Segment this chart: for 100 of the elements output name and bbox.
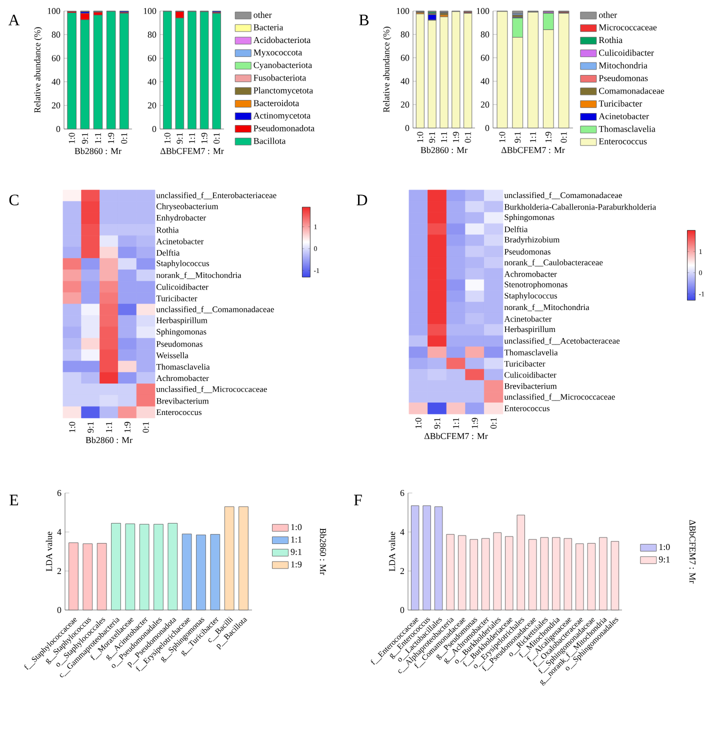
y-tick-label: unclassified_f__Comamonadaceae [504,192,622,200]
y-tick-label: 0 [56,126,60,132]
y-tick-label: Acinetobacter [504,316,552,322]
y-tick-label: 0 [152,126,156,132]
y-tick-label: Sphingomonas [504,214,554,222]
x-tick-label: 1:0 [417,132,424,142]
y-tick-label: Bradyrhizobium [504,236,560,244]
y-tick-label: Herbaspirillum [156,317,208,325]
y-tick-label: Thomasclavelia [504,349,558,356]
y-tick-label: norank_f__Mitochondria [504,304,590,312]
legend-label: Thomasclavelia [598,126,656,132]
y-tick-label: Pseudomonas [504,248,550,255]
y-tick-label: Staphylococcus [504,292,558,300]
x-tick-label: 9:1 [82,133,88,144]
x-tick-label: 1:0 [499,132,506,142]
y-tick-label: Enhydrobacter [156,214,206,222]
y-tick-label: Achromobacter [504,271,557,277]
chart-title: B [359,14,369,26]
y-tick-label: 100 [476,8,490,14]
y-tick-label: Staphylococcus [156,260,210,268]
y-tick-label: unclassified_f__Enterobacteriaceae [156,192,276,200]
legend-label: Acinetobacter [598,112,649,120]
chart-title: E [10,494,18,506]
x-axis-title: ΔBbCFEM7 : Mr [424,432,488,440]
x-tick-label: 1:1 [106,422,112,432]
y-tick-label: 40 [480,78,490,84]
y-tick-label: 4 [57,529,62,535]
x-tick-label: 1:1 [188,133,196,144]
y-tick-label: 6 [57,490,62,496]
y-tick-label: 0 [57,606,62,614]
y-tick-label: unclassified_f__Comamonadaceae [156,306,274,314]
y-tick-label: 0 [400,606,404,614]
y-tick-label: Brevibacterium [156,398,209,404]
x-tick-label: 0:1 [560,132,567,143]
x-tick-label: 1:1 [530,132,536,142]
x-axis-title: ΔBbCFEM7 : Mr [501,146,565,154]
x-tick-label: 9:1 [88,422,94,433]
y-tick-label: 100 [144,8,156,14]
y-tick-label: unclassified_f__Micrococcaceae [504,394,615,401]
y-axis-title: Relative abundance (%) [34,27,42,113]
legend-label: other [599,12,618,18]
x-tick-label: 0:1 [490,418,497,429]
y-tick-label: 80 [52,32,60,38]
x-tick-label: 9:1 [434,418,440,429]
y-tick-label: 80 [480,31,490,38]
y-tick-label: 60 [148,55,156,62]
chart-title: F [354,494,362,506]
legend-label: 1:0 [291,524,302,530]
y-tick-label: 40 [148,78,156,85]
legend-label: Myxococcota [254,49,302,58]
y-tick-label: 0 [405,124,410,132]
legend-label: 9:1 [658,556,670,562]
legend-label: Bacteria [254,24,284,30]
y-axis-title: LDA value [46,532,52,572]
x-tick-label: 1:1 [440,132,448,142]
x-axis-title: Bb2860 : Mr [420,146,468,154]
x-tick-label: 1:9 [545,132,552,142]
x-tick-label: 1:0 [164,132,170,144]
y-tick-label: norank_f__Mitochondria [156,272,242,280]
x-axis-title: ΔBbCFEM7 : Mr [160,148,224,154]
x-tick-label: 1:0 [68,132,75,144]
y-tick-label: Achromobacter [156,375,209,382]
y-tick-label: Enterococcus [504,406,550,412]
x-tick-label: 9:1 [514,132,521,143]
y-tick-label: 6 [400,490,404,496]
legend-label: 1:9 [291,561,302,568]
x-tick-label: 1:9 [201,132,208,144]
y-tick-label: Turicibacter [156,295,198,302]
y-tick-label: Acinetobacter [156,238,204,244]
x-tick-label: 1:9 [108,132,114,144]
y-tick-label: 20 [52,102,60,108]
y-tick-label: Rothia [156,226,179,233]
y-axis-title: LDA value [388,532,396,572]
y-tick-label: Brevibacterium [504,383,557,389]
y-tick-label: Stenotrophomonas [504,281,568,290]
x-tick-label: 0:1 [214,133,220,144]
chart-title: C [9,194,18,206]
y-tick-label: unclassified_f__Micrococcaceae [156,386,267,394]
legend-label: 1:1 [291,536,302,543]
y-tick-label: 80 [148,32,156,38]
y-tick-label: 40 [400,78,410,84]
legend-label: Comamonadaceae [599,88,664,94]
y-axis-title: Relative abundance (%) [383,26,392,112]
chart-title: D [356,194,368,206]
legend-label: Turicibacter [598,100,642,107]
legend-label: 1:0 [659,544,670,550]
legend-label: Acidobacteriota [253,36,311,44]
y-tick-label: norank_f__Caulobacteraceae [504,259,603,266]
legend-label: Pseudomonas [598,74,648,82]
y-tick-label: Chryseobacterium [156,203,218,211]
legend-label: Mitochondria [598,62,648,68]
legend-label: Culicoidibacter [599,49,654,56]
y-tick-label: 100 [396,8,410,14]
legend-label: Pseudomonadota [254,124,315,132]
x-tick-label: 9:1 [429,132,436,143]
x-tick-label: 0:1 [464,132,471,143]
x-tick-label: 1:0 [69,422,76,432]
y-tick-label: 0 [485,124,490,132]
y-tick-label: Culicoidibacter [504,372,556,378]
y-tick-label: Weissella [156,352,188,358]
